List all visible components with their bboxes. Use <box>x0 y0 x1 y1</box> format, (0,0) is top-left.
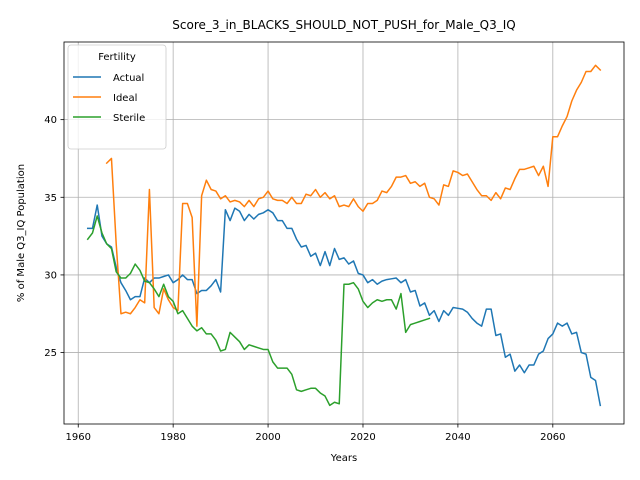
legend-box <box>67 44 167 150</box>
x-tick-label: 2040 <box>445 432 470 443</box>
y-tick-label: 25 <box>44 348 57 359</box>
plot-area <box>63 41 625 425</box>
y-tick-label: 35 <box>44 193 57 204</box>
legend-entry-actual: Actual <box>73 73 144 84</box>
grid <box>64 42 624 424</box>
y-axis-label: % of Male Q3_IQ Population <box>16 164 27 302</box>
series-lines <box>86 64 602 407</box>
x-tick-label: 2020 <box>350 432 375 443</box>
x-axis-label: Years <box>330 453 357 464</box>
legend-label: Ideal <box>113 93 137 104</box>
legend-title: Fertility <box>98 52 136 63</box>
x-tick-label: 2060 <box>540 432 565 443</box>
y-tick-label: 40 <box>44 115 57 126</box>
series-line-actual <box>86 204 602 407</box>
series-line-sterile <box>86 215 431 407</box>
legend: Fertility Actual Ideal Sterile <box>67 44 167 150</box>
y-axis-ticks: 25 30 35 40 <box>44 115 64 359</box>
legend-label: Sterile <box>113 113 145 124</box>
x-tick-label: 1960 <box>66 432 91 443</box>
x-tick-label: 1980 <box>160 432 185 443</box>
legend-entry-sterile: Sterile <box>73 113 145 124</box>
legend-entry-ideal: Ideal <box>73 93 137 104</box>
y-tick-label: 30 <box>44 270 57 281</box>
series-line-ideal <box>105 64 602 327</box>
legend-label: Actual <box>113 73 144 84</box>
chart-title: Score_3_in_BLACKS_SHOULD_NOT_PUSH_for_Ma… <box>172 18 515 32</box>
x-tick-label: 2000 <box>255 432 280 443</box>
legend-entries: Actual Ideal Sterile <box>73 73 145 124</box>
x-axis-ticks: 1960 1980 2000 2020 2040 2060 <box>66 424 566 443</box>
